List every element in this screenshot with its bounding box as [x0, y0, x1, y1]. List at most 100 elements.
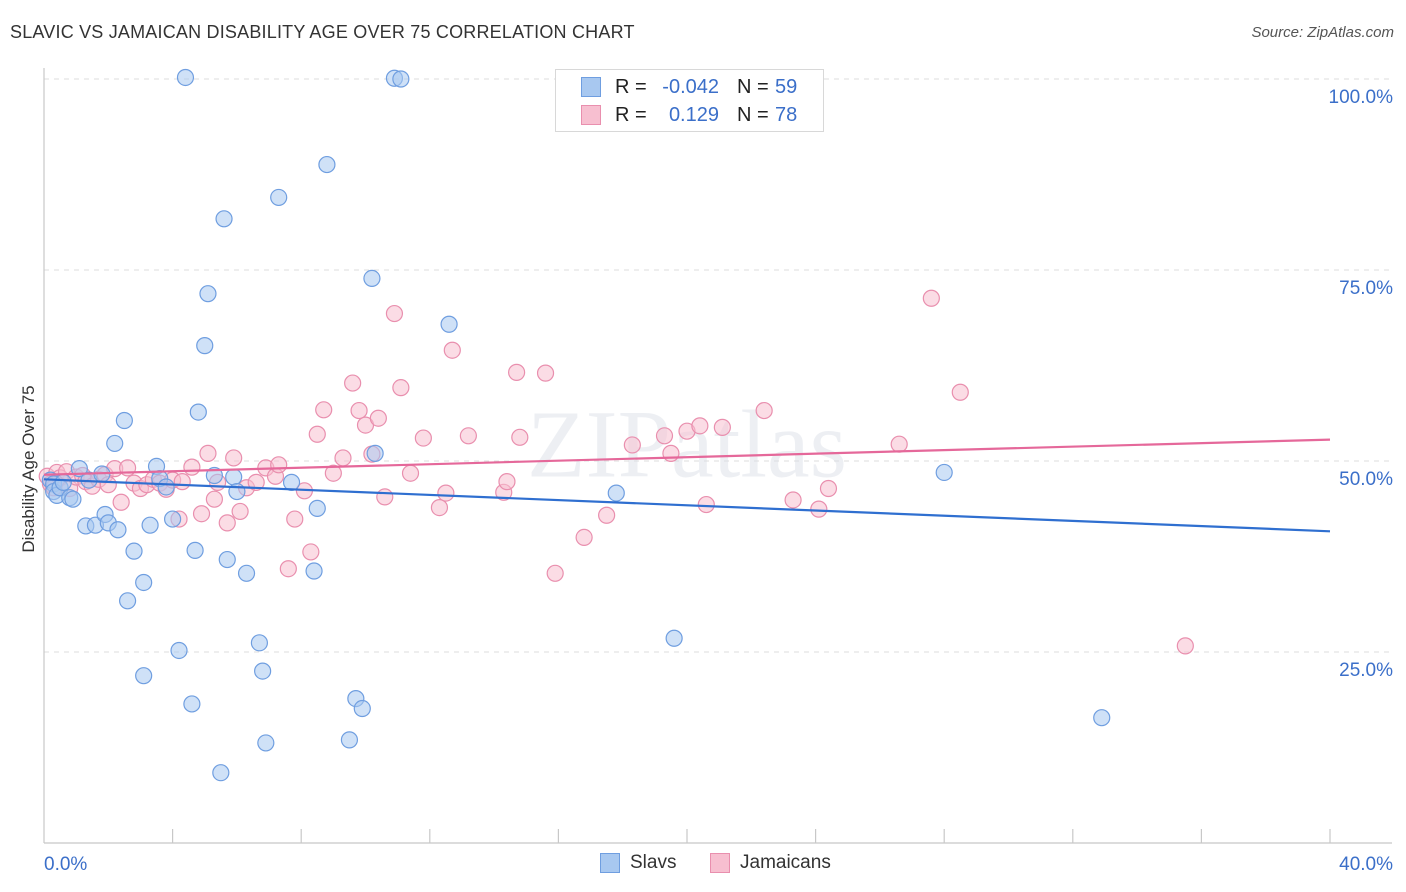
slavs-point [282, 473, 301, 491]
slavs-point [257, 734, 275, 752]
slavs-point [212, 764, 230, 782]
slavs-point [270, 188, 288, 207]
slavs-point [665, 629, 683, 647]
jamaicans-point [414, 429, 432, 447]
jamaicans-point [369, 409, 387, 427]
slavs-point [1093, 709, 1111, 727]
jamaicans-point [1176, 637, 1194, 655]
slavs-point [215, 210, 233, 228]
jamaicans-point [183, 458, 201, 476]
slavs-point [305, 562, 323, 580]
slavs-point [205, 466, 223, 485]
jamaicans-point [459, 427, 477, 445]
n-label: N = [737, 75, 769, 98]
jamaicans-point [218, 514, 236, 532]
r-value: -0.042 [662, 75, 719, 98]
jamaicans-point [279, 560, 297, 578]
jamaicans-point [623, 436, 641, 454]
stats-legend: R = -0.042 N = 59 R = 0.129 N = 78 [555, 69, 824, 132]
slavs-point [250, 634, 269, 652]
jamaicans-point [205, 490, 223, 508]
jamaicans-point [819, 479, 838, 498]
jamaicans-point [755, 401, 773, 420]
jamaicans-point [922, 289, 940, 307]
jamaicans-point [392, 379, 410, 397]
legend-item-slavs: Slavs [600, 852, 676, 874]
y-tick-label: 50.0% [1339, 469, 1393, 490]
slavs-point [353, 699, 371, 718]
trend-lines [43, 438, 1331, 533]
jamaicans-point [308, 425, 326, 443]
jamaicans-legend-swatch [710, 853, 730, 873]
jamaicans-point [890, 435, 908, 453]
slavs-point [225, 468, 243, 486]
slavs-point [199, 285, 217, 303]
slavs-point [183, 695, 201, 713]
legend-row-slavs: R = -0.042 N = 59 [556, 73, 797, 101]
jamaicans-point [713, 418, 731, 436]
x-tick-label: 40.0% [1339, 854, 1393, 875]
jamaicans-point [334, 449, 352, 467]
slavs-point [64, 490, 82, 508]
jamaicans-point [112, 493, 130, 511]
jamaicans-point [231, 502, 249, 521]
jamaicans-point [385, 304, 404, 323]
y-tick-label: 75.0% [1339, 278, 1393, 299]
y-tick-label: 25.0% [1339, 660, 1393, 681]
watermark: ZIPatlas [527, 390, 847, 497]
legend-row-jamaicans: R = 0.129 N = 78 [556, 101, 797, 129]
slavs-point [164, 510, 182, 528]
x-tick-label: 0.0% [44, 854, 87, 875]
jamaicans-legend-label: Jamaicans [740, 852, 831, 873]
axes [43, 68, 1392, 844]
slavs-point [218, 550, 236, 569]
slavs-point [186, 541, 204, 559]
jamaicans-point [575, 528, 593, 547]
slavs-point [157, 478, 175, 496]
slavs-point [135, 573, 153, 592]
slavs-legend-label: Slavs [630, 852, 677, 873]
jamaicans-point [350, 401, 368, 420]
jamaicans-point [784, 491, 802, 509]
slavs-point [115, 411, 133, 430]
slavs-point [340, 731, 359, 749]
jamaicans-point [225, 449, 243, 467]
jamaicans-point [376, 488, 394, 506]
slavs-point [141, 516, 159, 534]
jamaicans-point [270, 456, 288, 474]
jamaicans-point [199, 444, 217, 462]
jamaicans-point [511, 428, 529, 446]
r-label: R = [615, 75, 647, 98]
slavs-legend-swatch [600, 853, 620, 873]
tick-labels: 100.0% 75.0% 50.0% 25.0% 0.0% 40.0% [44, 87, 1393, 875]
jamaicans-point [315, 401, 333, 419]
jamaicans-point [430, 499, 449, 517]
jamaicans-point [324, 464, 342, 482]
data-points [38, 68, 1194, 782]
slavs-point [196, 337, 214, 355]
jamaicans-point [247, 473, 265, 491]
slavs-point [125, 542, 143, 560]
y-axis-label: Disability Age Over 75 [19, 385, 38, 552]
jamaicans-point [443, 341, 461, 359]
jamaicans-point [401, 464, 420, 482]
jamaicans-point [498, 473, 516, 491]
jamaicans-swatch [581, 105, 601, 125]
n-label: N = [737, 103, 769, 126]
jamaicans-point [536, 364, 555, 382]
slavs-point [189, 403, 207, 421]
slavs-point [392, 70, 410, 88]
jamaicans-point [286, 510, 304, 528]
slavs-point [106, 434, 124, 453]
r-value: 0.129 [668, 103, 719, 126]
jamaicans-point [810, 500, 828, 518]
y-tick-label: 100.0% [1329, 87, 1394, 108]
jamaicans-point [662, 444, 680, 462]
slavs-point [170, 641, 188, 660]
jamaicans-point [546, 564, 564, 582]
n-value: 59 [775, 75, 798, 98]
n-value: 78 [775, 103, 798, 126]
r-label: R = [615, 103, 647, 126]
jamaicans-point [598, 506, 616, 524]
